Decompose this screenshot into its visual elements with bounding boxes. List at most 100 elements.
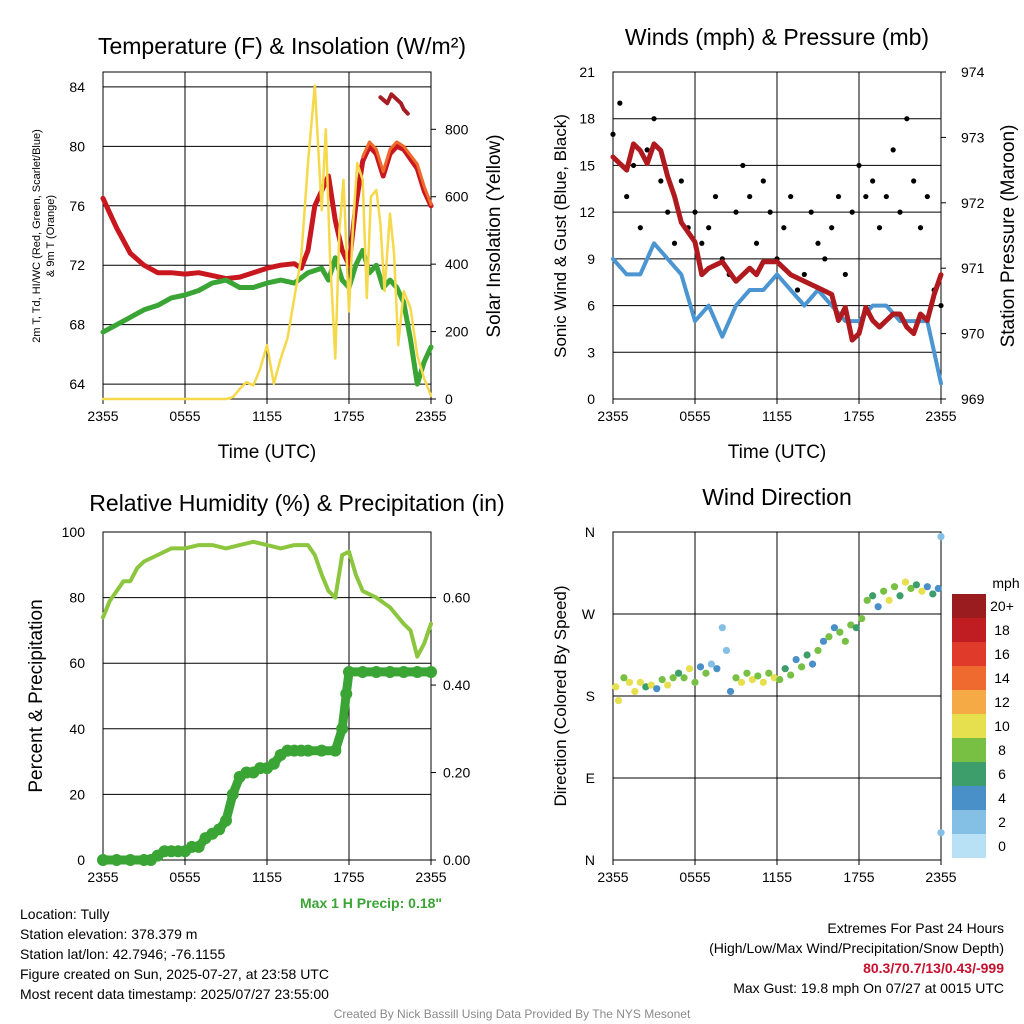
humidity-ytick-label: 80 bbox=[69, 590, 85, 606]
temperature-xtick-label: 2355 bbox=[415, 408, 446, 424]
colorbar-swatch bbox=[952, 714, 986, 738]
direction-point bbox=[722, 646, 731, 655]
winds-ytick-right-label: 970 bbox=[961, 326, 985, 342]
winds-gust-point bbox=[849, 209, 855, 215]
winds-gust-point bbox=[911, 178, 917, 184]
station-elevation: Station elevation: 378.379 m bbox=[20, 926, 198, 942]
humidity-precip-point bbox=[356, 665, 369, 678]
winds-ytick-label: 9 bbox=[587, 251, 595, 267]
direction-point bbox=[776, 676, 784, 684]
winds-xtick-label: 2355 bbox=[597, 408, 628, 424]
temperature-ytick-label: 72 bbox=[69, 257, 85, 273]
winds-gust-point bbox=[617, 100, 623, 106]
winds-gust-point bbox=[856, 162, 862, 169]
recent-timestamp: Most recent data timestamp: 2025/07/27 2… bbox=[20, 986, 329, 1002]
winds-ytick-label: 12 bbox=[579, 204, 595, 220]
direction-xtick-label: 2355 bbox=[925, 869, 956, 885]
direction-ytick-label: E bbox=[586, 770, 595, 786]
winds-gust-point bbox=[699, 240, 705, 246]
figure-created: Figure created on Sun, 2025-07-27, at 23… bbox=[20, 966, 329, 982]
credit-line: Created By Nick Bassill Using Data Provi… bbox=[333, 1007, 691, 1021]
winds-gust-point bbox=[637, 225, 643, 231]
direction-point bbox=[642, 683, 650, 691]
direction-ylabel-left: Direction (Colored By Speed) bbox=[551, 585, 570, 806]
winds-gust-point bbox=[781, 225, 787, 231]
winds-gust-point bbox=[897, 209, 903, 215]
humidity-precip-point bbox=[397, 665, 410, 678]
colorbar-label: 0 bbox=[998, 838, 1006, 854]
humidity-precip-point bbox=[97, 854, 109, 866]
colorbar-label: 14 bbox=[994, 670, 1010, 686]
direction-ytick-label: W bbox=[582, 606, 596, 622]
direction-point bbox=[825, 633, 833, 641]
direction-point bbox=[743, 669, 751, 677]
direction-point bbox=[787, 671, 795, 679]
winds-gust-point bbox=[890, 147, 896, 153]
direction-point bbox=[937, 532, 945, 541]
humidity-series-relative-humidity bbox=[101, 539, 433, 659]
temperature-series-hi-scarlet- bbox=[378, 92, 410, 116]
temperature-xtick-label: 1755 bbox=[333, 408, 364, 424]
winds-plot: 2355 0555 1155 1755 235503691215182196997097… bbox=[579, 64, 984, 424]
temperature-ytick-right-label: 200 bbox=[445, 324, 469, 340]
humidity-plot: 2355 0555 1155 1755 23550204060801000.000.20… bbox=[62, 524, 471, 885]
temperature-ytick-right-label: 0 bbox=[445, 391, 453, 407]
direction-point bbox=[814, 646, 822, 655]
direction-point bbox=[912, 581, 921, 589]
direction-point bbox=[858, 614, 866, 623]
direction-point bbox=[901, 578, 910, 586]
winds-xtick-label: 2355 bbox=[925, 408, 956, 424]
temperature-xtick-label: 2355 bbox=[87, 408, 118, 424]
direction-point bbox=[636, 678, 644, 686]
winds-gust-point bbox=[924, 193, 930, 200]
extremes-subheading: (High/Low/Max Wind/Precipitation/Snow De… bbox=[709, 940, 1004, 956]
winds-gust-point bbox=[740, 162, 746, 169]
colorbar-title: mph bbox=[992, 575, 1019, 591]
direction-point bbox=[923, 583, 931, 591]
temperature-xtick-label: 1155 bbox=[252, 408, 282, 424]
colorbar-swatch bbox=[952, 594, 986, 618]
humidity-ytick-right-label: 0.20 bbox=[443, 765, 470, 781]
direction-point bbox=[770, 674, 778, 682]
direction-ytick-label: S bbox=[586, 688, 595, 704]
direction-point bbox=[863, 596, 871, 604]
humidity-ytick-label: 60 bbox=[69, 655, 85, 671]
temperature-xtick-label: 0555 bbox=[169, 408, 200, 424]
winds-gust-point bbox=[808, 209, 814, 215]
station-latlon: Station lat/lon: 42.7946; -76.1155 bbox=[20, 946, 226, 962]
winds-gust-point bbox=[938, 302, 944, 309]
colorbar-swatch bbox=[952, 762, 986, 786]
colorbar-swatch bbox=[952, 810, 986, 834]
winds-gust-point bbox=[801, 271, 807, 278]
humidity-precip-point bbox=[267, 757, 280, 770]
direction-point bbox=[691, 678, 699, 686]
humidity-precip-point bbox=[425, 665, 437, 678]
humidity-ytick-right-label: 0.60 bbox=[443, 590, 470, 606]
winds-gust-point bbox=[822, 256, 828, 262]
temperature-ylabel-left: 2m T, Td, HI/WC (Red, Green, Scarlet/Blu… bbox=[31, 129, 43, 343]
colorbar-swatch bbox=[952, 642, 986, 666]
colorbar-label: 12 bbox=[994, 694, 1010, 710]
winds-gust-point bbox=[794, 287, 801, 293]
winds-gust-point bbox=[835, 193, 842, 200]
winds-ytick-right-label: 973 bbox=[961, 129, 985, 145]
humidity-precip-point bbox=[220, 814, 232, 827]
temperature-ytick-right-label: 800 bbox=[445, 121, 469, 137]
direction-point bbox=[781, 665, 789, 673]
direction-point bbox=[653, 685, 661, 693]
temperature-ylabel-left-2: & 9m T (Orange) bbox=[45, 195, 57, 277]
colorbar-label: 6 bbox=[998, 766, 1006, 782]
direction-point bbox=[726, 687, 735, 696]
humidity-xtick-label: 2355 bbox=[87, 869, 118, 885]
temperature-ytick-label: 76 bbox=[69, 198, 85, 214]
humidity-xtick-label: 1755 bbox=[333, 869, 364, 885]
direction-point bbox=[631, 687, 639, 696]
winds-gust-point bbox=[671, 240, 678, 246]
winds-gust-point bbox=[767, 209, 773, 215]
temperature-title: Temperature (F) & Insolation (W/m²) bbox=[98, 33, 466, 59]
winds-ytick-right-label: 969 bbox=[961, 391, 985, 407]
direction-point bbox=[680, 674, 688, 682]
winds-xlabel: Time (UTC) bbox=[728, 442, 827, 463]
